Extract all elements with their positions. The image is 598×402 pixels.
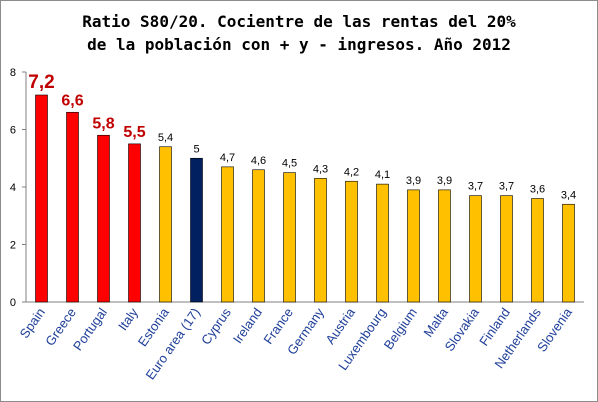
- bar: [469, 195, 482, 303]
- data-label: 4,5: [282, 158, 297, 170]
- x-tick-label: Ireland: [230, 305, 265, 346]
- data-labels: 7,2 6,6 5,8 5,5 5,4 5 4,7 4,6 4,5 4,3 4,2 4,1 3,9 3,9…: [28, 72, 576, 201]
- y-tick-label: 6: [10, 125, 16, 137]
- bar: [376, 183, 389, 303]
- bar: [128, 143, 141, 303]
- data-label: 3,9: [406, 175, 421, 187]
- bar: [221, 166, 234, 303]
- data-label: 4,1: [375, 169, 390, 181]
- x-tick-label: Italy: [115, 305, 141, 334]
- y-ticks: 0 2 4 6 8: [10, 67, 26, 309]
- bar: [562, 203, 575, 303]
- chart-title-line-2: de la población con + y - ingresos. Año …: [87, 35, 511, 54]
- bars: [35, 94, 575, 303]
- data-label: 6,6: [61, 92, 83, 109]
- bar: [438, 189, 451, 303]
- x-tick-label: Spain: [17, 305, 48, 341]
- bar: [252, 169, 265, 303]
- data-label: 4,7: [220, 152, 235, 164]
- y-tick-label: 4: [10, 182, 16, 194]
- data-label: 4,6: [251, 155, 266, 167]
- data-label: 3,4: [561, 189, 576, 201]
- bar: [35, 94, 48, 303]
- bar: [66, 111, 79, 303]
- bar: [314, 178, 327, 303]
- data-label: 5,8: [92, 115, 114, 132]
- data-label: 7,2: [28, 72, 54, 93]
- data-label: 3,7: [468, 181, 483, 193]
- bar: [190, 157, 203, 303]
- data-label: 5: [193, 143, 199, 155]
- bar: [500, 195, 513, 303]
- bar: [407, 189, 420, 303]
- bar: [97, 134, 110, 303]
- bar: [159, 146, 172, 303]
- x-tick-label: Cyprus: [198, 305, 234, 348]
- bar: [283, 172, 296, 303]
- data-label: 4,2: [344, 166, 359, 178]
- bar: [345, 180, 358, 303]
- chart-title-line-1: Ratio S80/20. Cocientre de las rentas de…: [82, 12, 516, 31]
- y-tick-label: 0: [10, 297, 16, 309]
- data-label: 3,7: [499, 181, 514, 193]
- x-tick-label: Malta: [420, 304, 451, 339]
- data-label: 3,9: [437, 175, 452, 187]
- data-label: 3,6: [530, 184, 545, 196]
- data-label: 5,5: [123, 124, 145, 141]
- data-label: 4,3: [313, 163, 328, 175]
- y-tick-label: 8: [10, 67, 16, 79]
- data-label: 5,4: [158, 132, 173, 144]
- y-tick-label: 2: [10, 240, 16, 252]
- bar: [531, 198, 544, 303]
